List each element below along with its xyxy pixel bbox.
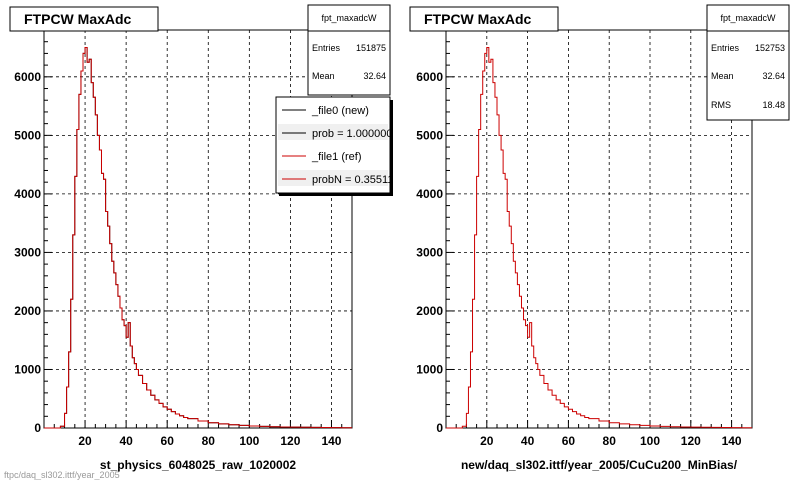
stats-entries-value: 152753	[755, 43, 785, 53]
plot-frame	[43, 29, 353, 429]
x-tick-label: 120	[280, 434, 300, 448]
stats-mean-value: 32.64	[363, 71, 386, 81]
stats-entries-label: Entries	[312, 43, 341, 53]
x-tick-label: 40	[521, 434, 535, 448]
x-tick-label: 40	[119, 434, 133, 448]
histogram-ref-line	[446, 47, 752, 429]
y-tick-label: 3000	[416, 245, 443, 259]
y-tick-label: 1000	[416, 362, 443, 376]
y-tick-label: 2000	[416, 304, 443, 318]
x-tick-label: 80	[603, 434, 617, 448]
stats-box	[706, 4, 790, 121]
stats-mean-label: Mean	[711, 71, 734, 81]
x-tick-label: 100	[239, 434, 259, 448]
title-box	[409, 6, 559, 32]
legend-label: _file1 (ref)	[311, 151, 362, 163]
y-tick-label: 6000	[14, 70, 41, 84]
y-tick-label: 5000	[416, 128, 443, 142]
x-axis-title: st_physics_6048025_raw_1020002	[100, 458, 296, 472]
x-tick-label: 120	[681, 434, 701, 448]
y-tick-label: 6000	[416, 70, 443, 84]
x-tick-label: 20	[480, 434, 494, 448]
stats-box	[307, 4, 391, 96]
legend-label: probN = 0.355115	[312, 174, 400, 186]
y-tick-label: 4000	[14, 187, 41, 201]
legend-row-bg	[278, 124, 388, 140]
y-tick-label: 0	[34, 421, 41, 435]
x-tick-label: 60	[562, 434, 576, 448]
chart-panel-2: 20 40 60 80 100 120 140 0 1000 2000 3000 4000 5000 60…	[409, 4, 790, 472]
y-tick-label: 4000	[416, 187, 443, 201]
chart-title: FTPCW MaxAdc	[24, 11, 132, 27]
y-tick-label: 5000	[14, 128, 41, 142]
x-tick-label: 100	[640, 434, 660, 448]
stats-rms-value: 18.48	[762, 100, 785, 110]
chart-title: FTPCW MaxAdc	[424, 11, 532, 27]
y-tick-label: 2000	[14, 304, 41, 318]
stats-entries-label: Entries	[711, 43, 740, 53]
legend-label: prob = 1.000000	[312, 128, 392, 140]
x-tick-label: 60	[161, 434, 175, 448]
x-axis-title: new/daq_sl302.ittf/year_2005/CuCu200_Min…	[461, 458, 738, 472]
footer-text: ftpc/daq_sl302.ittf/year_2005	[4, 470, 120, 480]
stats-name: fpt_maxadcW	[321, 13, 377, 23]
y-tick-label: 1000	[14, 362, 41, 376]
chart-panel-1: 20 40 60 80 100 120 140 0 1000 2000 3000 4000 5000 60…	[9, 4, 400, 472]
y-tick-label: 3000	[14, 245, 41, 259]
legend-row-bg	[278, 170, 388, 186]
stats-mean-value: 32.64	[762, 71, 785, 81]
plot-frame	[445, 29, 753, 429]
stats-name: fpt_maxadcW	[720, 13, 776, 23]
legend-label: _file0 (new)	[311, 105, 369, 117]
histogram-ref-line	[44, 47, 352, 429]
y-tick-label: 0	[436, 421, 443, 435]
title-box	[9, 6, 159, 32]
x-tick-label: 140	[321, 434, 341, 448]
stats-entries-value: 151875	[356, 43, 386, 53]
stats-mean-label: Mean	[312, 71, 335, 81]
stats-rms-label: RMS	[711, 100, 731, 110]
x-tick-label: 140	[722, 434, 742, 448]
x-tick-label: 20	[78, 434, 92, 448]
x-tick-label: 80	[202, 434, 216, 448]
